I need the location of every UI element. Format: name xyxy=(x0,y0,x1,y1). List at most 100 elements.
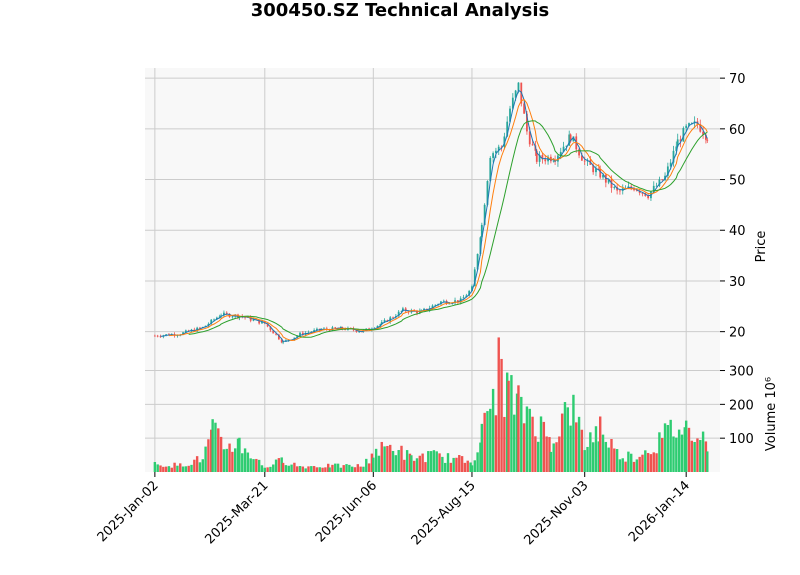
volume-bar xyxy=(624,461,627,472)
candle-body xyxy=(682,127,685,142)
candle-body xyxy=(483,204,486,225)
volume-bar xyxy=(618,459,622,472)
candle-body xyxy=(669,162,672,167)
volume-bar xyxy=(699,439,702,472)
candle-body xyxy=(153,335,156,337)
candle-body xyxy=(531,144,534,146)
volume-bar xyxy=(466,460,469,472)
candle-body xyxy=(159,336,162,338)
x-tick-label: 2025-Jun-06 xyxy=(313,478,380,545)
candle-body xyxy=(675,146,678,151)
volume-bar xyxy=(190,464,193,472)
price-tick-label: 40 xyxy=(729,224,746,239)
candle-body xyxy=(509,108,511,122)
volume-bar xyxy=(405,450,409,472)
volume-bar xyxy=(599,416,602,472)
volume-bar xyxy=(641,454,644,472)
volume-bar xyxy=(486,411,489,472)
candle-body xyxy=(541,154,544,160)
price-panel xyxy=(145,68,720,357)
candle-body xyxy=(523,103,526,114)
candle-body xyxy=(282,341,285,343)
candle-body xyxy=(655,185,658,187)
candle-body xyxy=(252,319,255,321)
candle-body xyxy=(562,146,565,152)
candle-body xyxy=(528,131,531,145)
volume-bar xyxy=(597,441,600,472)
volume-bar xyxy=(658,432,661,472)
candle-body xyxy=(358,331,361,333)
candle-body xyxy=(473,269,476,287)
candle-body xyxy=(301,332,304,335)
candle-body xyxy=(231,316,234,318)
candle-body xyxy=(277,334,280,340)
volume-bar xyxy=(672,436,675,472)
volume-bar xyxy=(397,450,400,472)
candle-body xyxy=(702,131,704,135)
volume-tick-label: 100 xyxy=(729,432,754,447)
volume-bar xyxy=(159,465,162,472)
candle-body xyxy=(580,155,583,161)
volume-bar xyxy=(153,462,157,472)
volume-bar xyxy=(549,451,553,472)
volume-bar xyxy=(635,459,639,472)
moving-average-line xyxy=(188,120,708,338)
candle-body xyxy=(495,150,497,154)
volume-bar xyxy=(277,458,281,472)
candle-body xyxy=(456,300,459,303)
volume-bar xyxy=(429,451,433,472)
volume-bar xyxy=(315,467,319,472)
volume-bar xyxy=(156,464,159,472)
candle-body xyxy=(156,335,159,337)
volume-bar xyxy=(284,465,288,472)
price-tick-label: 30 xyxy=(729,275,746,290)
volume-bar xyxy=(290,464,293,472)
volume-axis-label: Volume 10⁶ xyxy=(764,377,779,451)
candle-body xyxy=(511,97,514,109)
volume-bar xyxy=(555,442,558,472)
candle-body xyxy=(497,146,500,151)
volume-bar xyxy=(359,466,362,472)
candle-body xyxy=(462,297,465,299)
volume-bar xyxy=(572,394,575,472)
volume-bar xyxy=(345,464,348,472)
candle-body xyxy=(210,319,213,324)
candle-body xyxy=(431,305,434,309)
candle-body xyxy=(468,290,471,296)
volume-bar xyxy=(173,462,176,472)
volume-bar xyxy=(365,458,368,472)
volume-bar xyxy=(243,448,247,472)
volume-bar xyxy=(503,416,506,472)
candle-body xyxy=(572,136,575,142)
volume-bar xyxy=(569,425,572,472)
volume-bar xyxy=(327,463,330,472)
candle-body xyxy=(503,136,506,147)
volume-bar xyxy=(231,451,234,472)
volume-bar xyxy=(690,440,694,472)
volume-bar xyxy=(473,460,476,472)
volume-bar xyxy=(339,467,343,472)
volume-bar xyxy=(479,442,482,472)
volume-bar xyxy=(661,437,664,472)
volume-bar xyxy=(236,438,240,472)
volume-bar xyxy=(510,375,513,472)
candle-body xyxy=(638,190,641,194)
volume-bar xyxy=(536,441,540,472)
volume-bar xyxy=(257,459,261,472)
candle-body xyxy=(402,308,404,311)
candle-body xyxy=(658,179,661,186)
volume-bar xyxy=(522,423,526,472)
volume-bar xyxy=(632,461,636,472)
candle-body xyxy=(559,151,562,156)
volume-bar xyxy=(491,388,495,472)
candle-body xyxy=(476,253,479,270)
candle-body xyxy=(471,286,473,291)
volume-bar xyxy=(507,380,510,472)
volume-bar xyxy=(675,437,678,472)
candle-body xyxy=(676,139,679,147)
volume-bar xyxy=(601,434,605,472)
x-tick-label: 2025-Nov-03 xyxy=(522,478,592,548)
volume-bar xyxy=(394,455,398,472)
moving-average-line xyxy=(160,89,708,342)
volume-bar xyxy=(630,453,633,472)
